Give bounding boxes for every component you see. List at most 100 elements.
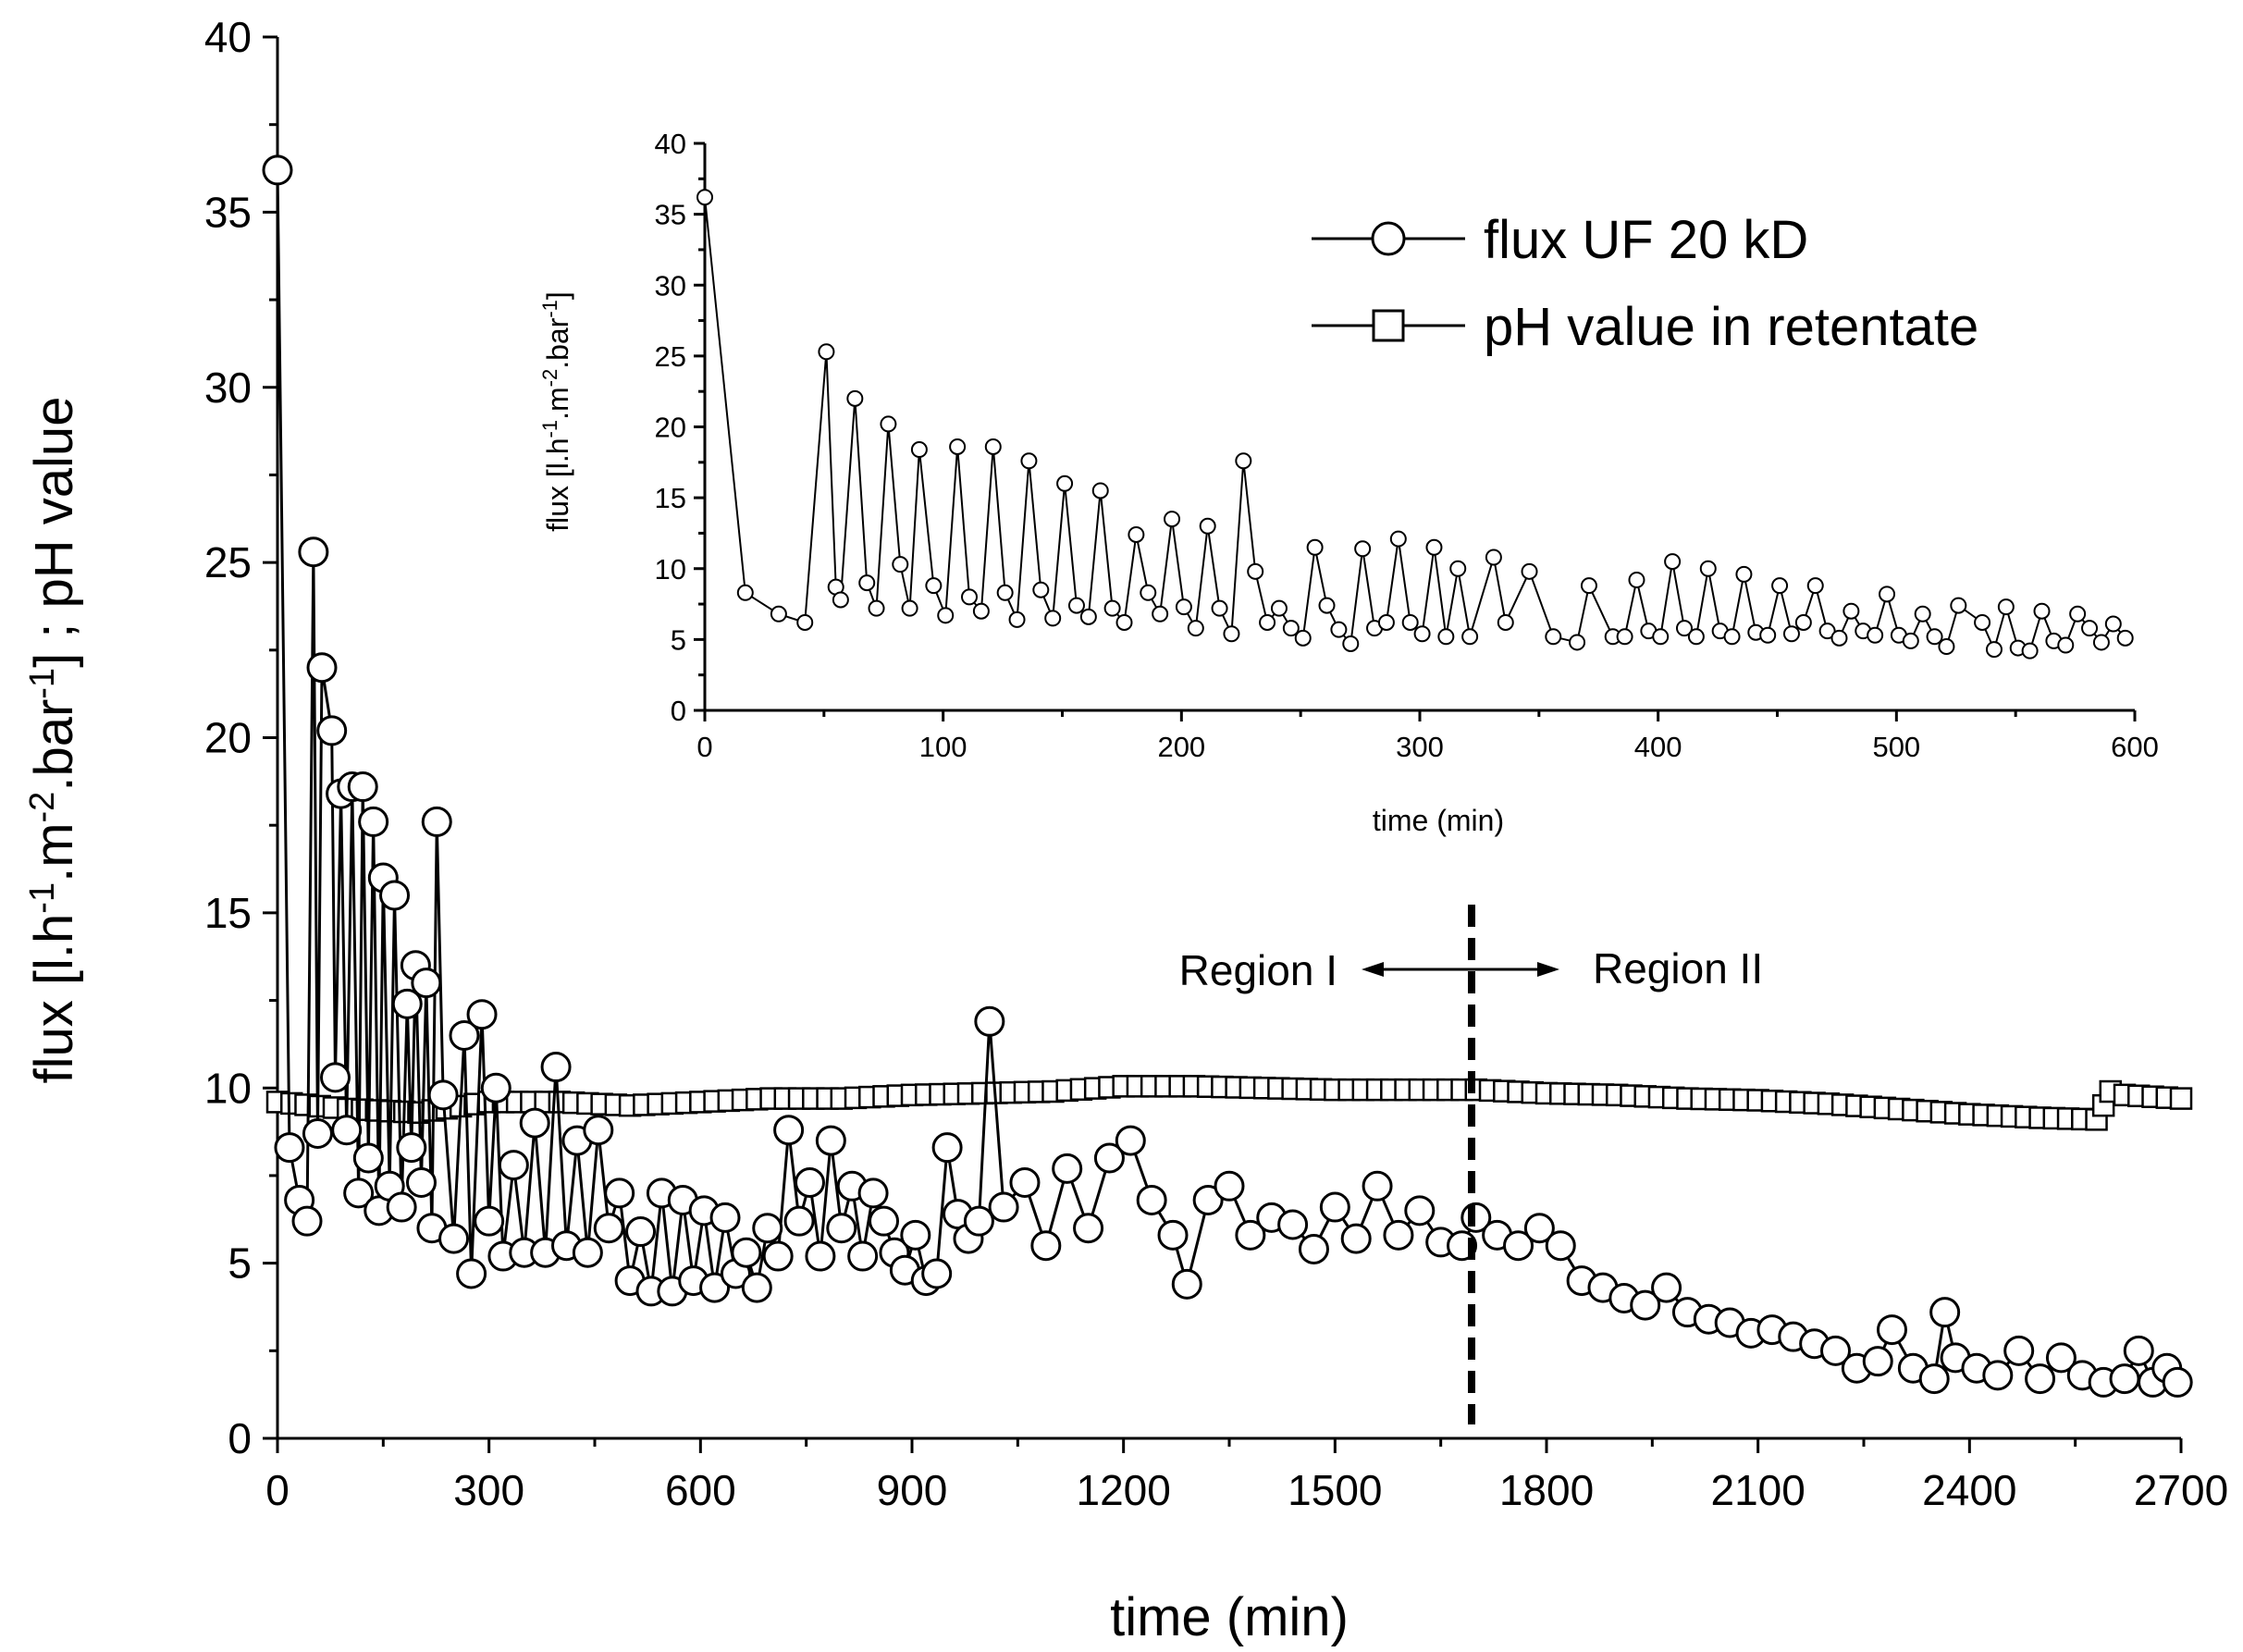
flux-marker [1136, 1184, 1167, 1215]
flux-marker [396, 1132, 427, 1164]
inset-x-tick-label: 400 [1634, 731, 1682, 763]
inset-flux-marker [818, 343, 835, 361]
flux-marker [347, 771, 378, 803]
inset-flux-marker [1354, 540, 1372, 558]
flux-marker [456, 1258, 487, 1289]
main-series-flux [262, 154, 2193, 1398]
flux-marker [1052, 1153, 1083, 1184]
inset-flux-marker [1437, 628, 1455, 646]
flux-marker [2123, 1335, 2154, 1366]
inset-flux-marker [696, 189, 713, 206]
flux-marker [298, 536, 329, 568]
inset-flux-marker [1103, 599, 1121, 617]
flux-marker [466, 999, 498, 1030]
main-plot: 0 300 600 900 1200 1500 1800 2100 2400 2700051015… [23, 13, 2228, 1647]
main-x-tick-label: 600 [665, 1466, 736, 1514]
inset-flux-marker [1175, 598, 1192, 616]
inset-flux-marker [1485, 549, 1502, 566]
flux-marker [320, 1062, 351, 1093]
inset-flux-marker [892, 556, 909, 573]
inset-flux-marker [1771, 577, 1789, 595]
inset-y-axis-label: flux [l.h-1.m-2.bar-1] [538, 291, 574, 532]
flux-marker [449, 1019, 480, 1051]
flux-marker [1235, 1219, 1266, 1251]
inset-flux-marker [1569, 634, 1586, 651]
flux-marker [1171, 1268, 1202, 1300]
inset-flux-marker [1091, 482, 1109, 499]
inset-flux-marker [1187, 620, 1204, 637]
flux-marker [593, 1213, 624, 1244]
flux-marker [1009, 1167, 1041, 1199]
inset-flux-marker [1164, 511, 1181, 528]
inset-flux-marker [1211, 599, 1228, 617]
flux-marker [1093, 1142, 1125, 1174]
inset-flux-marker [1879, 586, 1896, 603]
inset-flux-marker [1735, 565, 1753, 583]
flux-marker [572, 1237, 603, 1268]
inset-flux-marker [984, 438, 1002, 455]
flux-marker [2109, 1363, 2140, 1395]
inset-flux-marker [1032, 581, 1050, 598]
inset-flux-marker [972, 602, 990, 620]
flux-marker [583, 1115, 614, 1146]
flux-marker [540, 1052, 572, 1083]
inset-flux-marker [1759, 626, 1777, 644]
flux-marker [386, 1191, 417, 1223]
inset-flux-marker [832, 591, 849, 609]
inset-y-tick-label: 30 [655, 269, 686, 302]
inset-flux-marker [1330, 621, 1348, 638]
flux-marker [752, 1213, 783, 1244]
inset-flux-marker [1235, 452, 1252, 470]
main-x-tick-label: 1200 [1076, 1466, 1170, 1514]
region-right-label: Region II [1593, 944, 1763, 992]
legend: flux UF 20 kD pH value in retentate [1312, 210, 1978, 357]
inset-flux-marker [880, 415, 897, 433]
flux-marker [1319, 1191, 1350, 1223]
flux-marker [498, 1150, 529, 1181]
inset-y-tick-label: 25 [655, 340, 686, 373]
flux-marker [988, 1191, 1019, 1223]
inset-flux-marker [1521, 562, 1538, 580]
main-y-tick-label: 25 [204, 538, 252, 586]
flux-marker [2045, 1342, 2077, 1374]
flux-marker [963, 1205, 994, 1237]
inset-flux-marker [868, 599, 885, 617]
inset-flux-marker [1794, 613, 1812, 631]
ph-marker [2169, 1087, 2193, 1110]
main-x-tick-label: 300 [453, 1466, 524, 1514]
flux-marker [900, 1219, 931, 1251]
flux-marker [857, 1177, 889, 1209]
inset-flux-marker [1044, 610, 1062, 627]
inset-flux-marker [846, 389, 864, 407]
inset-flux-marker [2104, 615, 2122, 633]
flux-marker [974, 1005, 1005, 1037]
inset-flux-marker [858, 574, 876, 592]
flux-marker [438, 1223, 470, 1254]
main-y-tick-label: 30 [204, 364, 252, 412]
inset-flux-marker [2033, 602, 2051, 620]
inset-flux-marker [1497, 613, 1514, 631]
inset-flux-marker [796, 613, 814, 631]
inset-flux-marker [1985, 641, 2003, 659]
flux-marker [1073, 1213, 1104, 1244]
main-y-tick-label: 35 [204, 188, 252, 236]
flux-marker [921, 1258, 953, 1289]
inset-flux-marker [925, 577, 943, 595]
flux-marker [480, 1072, 511, 1103]
inset-flux-marker [1974, 613, 1991, 631]
flux-marker [405, 1167, 437, 1199]
flux-marker [826, 1213, 857, 1244]
inset-flux-marker [1902, 632, 1919, 649]
flux-marker [847, 1240, 879, 1272]
inset-flux-marker [1628, 572, 1645, 589]
inset-flux-marker [1842, 602, 1860, 620]
flux-marker [1362, 1170, 1393, 1202]
inset-flux-marker [1199, 517, 1216, 535]
flux-marker [343, 1177, 375, 1209]
flux-marker [1523, 1213, 1555, 1244]
inset-flux-marker [1652, 628, 1670, 646]
inset-flux-marker [1079, 608, 1097, 625]
inset-y-tick-label: 35 [655, 199, 686, 231]
main-x-tick-label: 2700 [2134, 1466, 2228, 1514]
